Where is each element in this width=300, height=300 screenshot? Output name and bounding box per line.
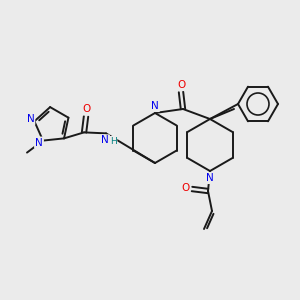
Text: N: N [35, 138, 43, 148]
Text: O: O [181, 183, 189, 193]
Text: O: O [177, 80, 185, 90]
Text: N: N [206, 173, 214, 183]
Text: N: N [26, 114, 34, 124]
Text: H: H [110, 137, 116, 146]
Text: N: N [151, 101, 159, 111]
Text: O: O [82, 104, 90, 114]
Text: N: N [101, 135, 109, 146]
